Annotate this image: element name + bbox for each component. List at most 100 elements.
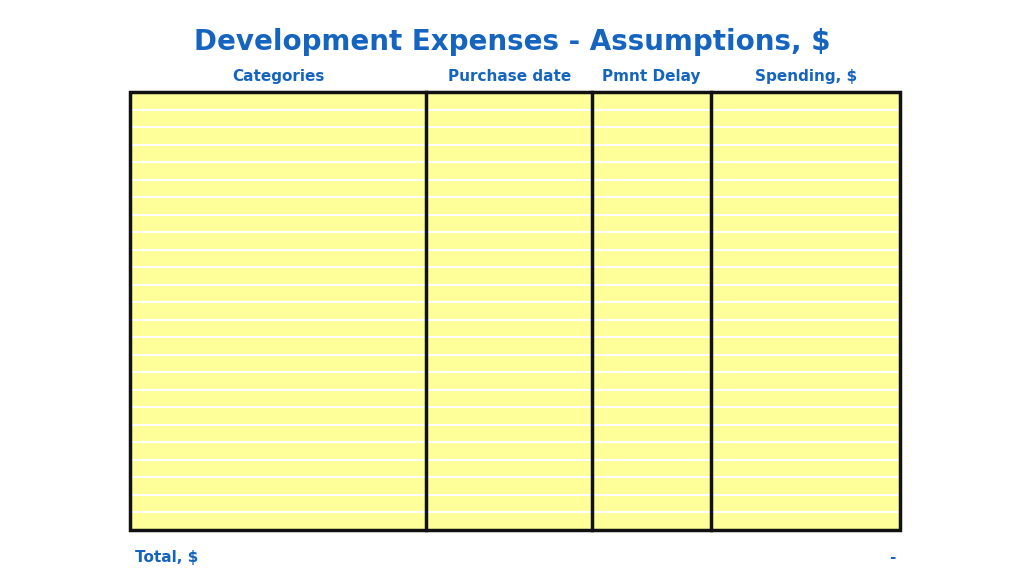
- Bar: [426, 320, 592, 338]
- Bar: [712, 372, 900, 390]
- Bar: [130, 302, 426, 320]
- Bar: [712, 179, 900, 197]
- Text: -: -: [889, 550, 895, 565]
- Bar: [130, 495, 426, 512]
- Bar: [426, 512, 592, 530]
- Bar: [592, 407, 712, 425]
- Text: Purchase date: Purchase date: [447, 69, 570, 84]
- Bar: [130, 232, 426, 250]
- Bar: [426, 284, 592, 302]
- Bar: [130, 110, 426, 127]
- Bar: [592, 443, 712, 460]
- Bar: [426, 92, 592, 110]
- Bar: [426, 390, 592, 407]
- Bar: [712, 320, 900, 338]
- Bar: [592, 425, 712, 443]
- Bar: [712, 232, 900, 250]
- Bar: [130, 267, 426, 284]
- Text: Total, $: Total, $: [135, 550, 199, 565]
- Bar: [130, 512, 426, 530]
- Bar: [426, 302, 592, 320]
- Bar: [130, 355, 426, 372]
- Bar: [592, 197, 712, 215]
- Bar: [712, 495, 900, 512]
- Text: Development Expenses - Assumptions, $: Development Expenses - Assumptions, $: [194, 28, 830, 56]
- Bar: [130, 407, 426, 425]
- Bar: [426, 477, 592, 495]
- Bar: [712, 110, 900, 127]
- Bar: [712, 284, 900, 302]
- Bar: [426, 215, 592, 232]
- Bar: [426, 162, 592, 179]
- Text: Pmnt Delay: Pmnt Delay: [602, 69, 700, 84]
- Bar: [130, 92, 426, 110]
- Text: Categories: Categories: [232, 69, 325, 84]
- Bar: [592, 460, 712, 477]
- Bar: [712, 338, 900, 355]
- Bar: [592, 372, 712, 390]
- Bar: [712, 477, 900, 495]
- Bar: [130, 390, 426, 407]
- Bar: [130, 92, 900, 530]
- Bar: [592, 320, 712, 338]
- Bar: [426, 267, 592, 284]
- Bar: [130, 197, 426, 215]
- Bar: [592, 162, 712, 179]
- Bar: [592, 145, 712, 162]
- Bar: [592, 512, 712, 530]
- Bar: [426, 232, 592, 250]
- Bar: [592, 390, 712, 407]
- Bar: [426, 179, 592, 197]
- Bar: [426, 407, 592, 425]
- Bar: [712, 215, 900, 232]
- Bar: [592, 179, 712, 197]
- Bar: [712, 302, 900, 320]
- Bar: [592, 267, 712, 284]
- Bar: [426, 443, 592, 460]
- Bar: [426, 127, 592, 145]
- Bar: [426, 197, 592, 215]
- Bar: [426, 355, 592, 372]
- Bar: [130, 215, 426, 232]
- Bar: [712, 390, 900, 407]
- Bar: [592, 127, 712, 145]
- Bar: [130, 320, 426, 338]
- Bar: [592, 495, 712, 512]
- Bar: [712, 92, 900, 110]
- Bar: [130, 179, 426, 197]
- Bar: [130, 372, 426, 390]
- Bar: [130, 443, 426, 460]
- Bar: [130, 284, 426, 302]
- Bar: [592, 215, 712, 232]
- Bar: [130, 250, 426, 267]
- Bar: [426, 460, 592, 477]
- Bar: [712, 197, 900, 215]
- Bar: [426, 250, 592, 267]
- Bar: [592, 110, 712, 127]
- Bar: [592, 338, 712, 355]
- Bar: [592, 477, 712, 495]
- Bar: [592, 284, 712, 302]
- Bar: [712, 355, 900, 372]
- Bar: [426, 372, 592, 390]
- Bar: [712, 460, 900, 477]
- Bar: [712, 425, 900, 443]
- Bar: [712, 145, 900, 162]
- Bar: [712, 407, 900, 425]
- Bar: [592, 92, 712, 110]
- Bar: [592, 232, 712, 250]
- Text: Spending, $: Spending, $: [755, 69, 857, 84]
- Bar: [712, 267, 900, 284]
- Bar: [426, 110, 592, 127]
- Bar: [426, 145, 592, 162]
- Bar: [130, 425, 426, 443]
- Bar: [592, 355, 712, 372]
- Bar: [426, 495, 592, 512]
- Bar: [712, 127, 900, 145]
- Bar: [130, 477, 426, 495]
- Bar: [130, 338, 426, 355]
- Bar: [426, 425, 592, 443]
- Bar: [130, 145, 426, 162]
- Bar: [712, 443, 900, 460]
- Bar: [426, 338, 592, 355]
